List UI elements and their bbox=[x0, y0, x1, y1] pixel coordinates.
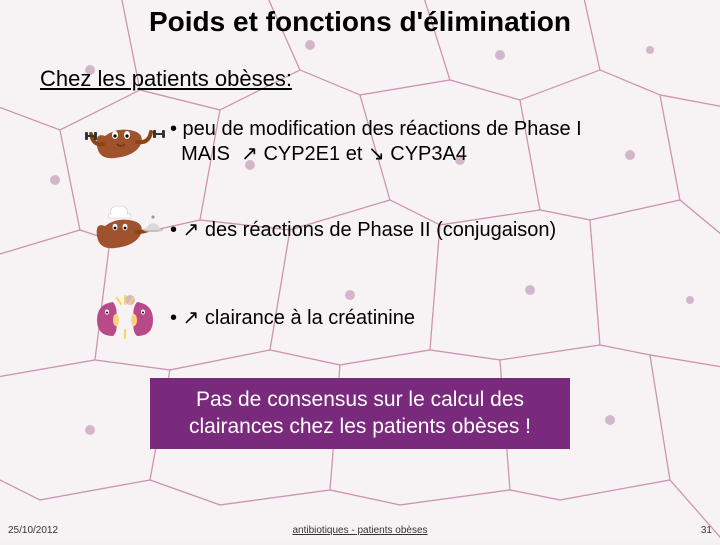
callout-box: Pas de consensus sur le calcul des clair… bbox=[150, 378, 570, 449]
bullet-line: • peu de modification des réactions de P… bbox=[170, 117, 582, 142]
liver-weights-icon bbox=[80, 110, 170, 174]
footer-subject: antibiotiques - patients obèses bbox=[0, 525, 720, 536]
slide-subtitle: Chez les patients obèses: bbox=[40, 66, 720, 92]
bullet-text: • ↗ des réactions de Phase II (conjugais… bbox=[170, 218, 556, 243]
bullet-line: • ↗ clairance à la créatinine bbox=[170, 306, 415, 331]
bullet-row: • peu de modification des réactions de P… bbox=[80, 110, 720, 174]
liver-cook-icon bbox=[80, 198, 170, 262]
bullet-line: MAIS ↗ CYP2E1 et ↘ CYP3A4 bbox=[170, 142, 582, 167]
footer: 25/10/2012 antibiotiques - patients obès… bbox=[0, 525, 720, 536]
bullet-text: • peu de modification des réactions de P… bbox=[170, 117, 582, 167]
bullet-line: • ↗ des réactions de Phase II (conjugais… bbox=[170, 218, 556, 243]
bullet-list: • peu de modification des réactions de P… bbox=[80, 110, 720, 350]
bullet-row: • ↗ des réactions de Phase II (conjugais… bbox=[80, 198, 720, 262]
bullet-text: • ↗ clairance à la créatinine bbox=[170, 306, 415, 331]
kidneys-icon bbox=[80, 286, 170, 350]
bullet-row: • ↗ clairance à la créatinine bbox=[80, 286, 720, 350]
slide-title: Poids et fonctions d'élimination bbox=[0, 0, 720, 38]
